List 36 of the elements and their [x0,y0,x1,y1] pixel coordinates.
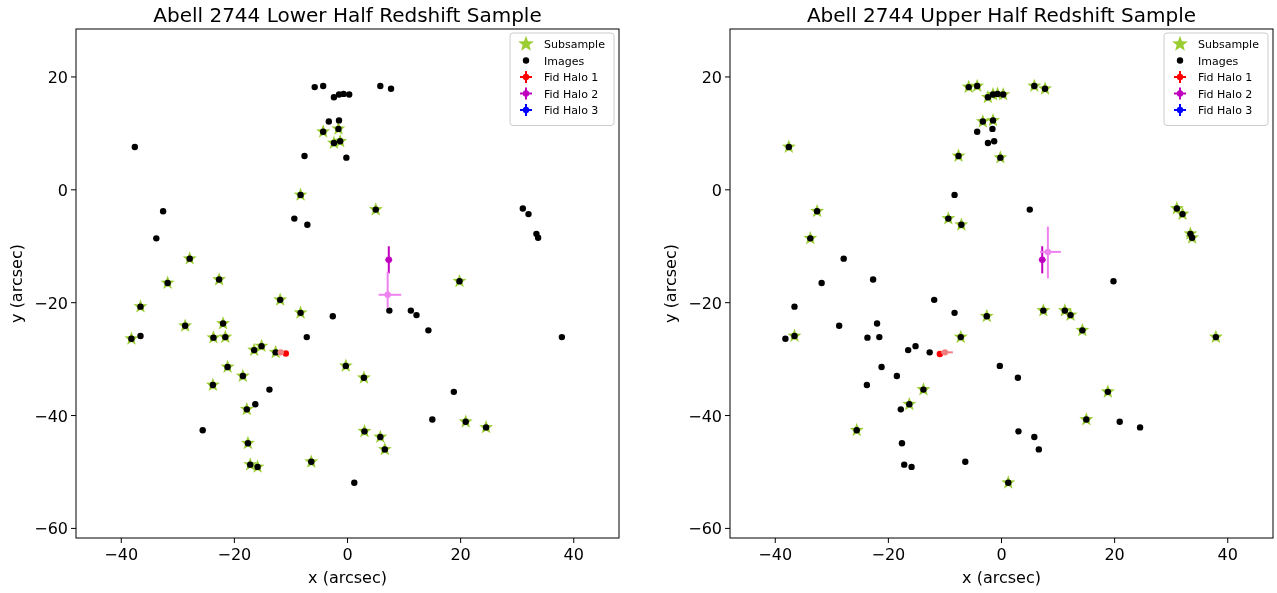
x-tick-label: −20 [871,545,906,564]
legend-label: Fid Halo 1 [1198,71,1253,84]
y-tick-label: −20 [34,293,68,313]
x-tick-label: 0 [996,545,1007,564]
x-tick-label: 20 [1104,545,1125,564]
x-tick-label: 40 [1217,545,1238,564]
legend-label: Subsample [544,38,606,51]
y-tick-label: −40 [34,406,68,426]
y-tick-label: 0 [57,180,68,200]
y-tick-label: −40 [688,406,722,426]
x-tick-label: 20 [450,545,471,564]
legend-label: Fid Halo 2 [1198,87,1253,101]
x-tick-label: −40 [104,545,139,564]
legend-label: Fid Halo 3 [1198,104,1253,117]
x-tick-label: 0 [342,545,353,564]
chart-title: Abell 2744 Lower Half Redshift Sample [153,3,542,27]
x-axis-title: x (arcsec) [962,568,1041,587]
y-tick-label: −60 [34,519,68,539]
y-axis-title: y (arcsec) [661,244,680,323]
y-axis-title: y (arcsec) [7,244,26,323]
legend-label: Images [1198,54,1239,68]
chart-title: Abell 2744 Upper Half Redshift Sample [806,3,1197,27]
legend-label: Images [544,54,585,68]
x-tick-label: 40 [563,545,584,564]
legend-label: Fid Halo 1 [544,71,599,84]
x-axis-title: x (arcsec) [308,568,387,587]
legend-label: Fid Halo 3 [544,104,599,117]
legend-label: Subsample [1198,38,1260,51]
y-tick-label: −20 [688,293,722,313]
y-tick-label: 20 [701,67,722,87]
legend-label: Fid Halo 2 [544,87,599,101]
y-tick-label: −60 [688,519,722,539]
y-tick-label: 20 [47,67,68,87]
y-tick-label: 0 [711,180,722,200]
x-tick-label: −20 [217,545,252,564]
x-tick-label: −40 [758,545,793,564]
